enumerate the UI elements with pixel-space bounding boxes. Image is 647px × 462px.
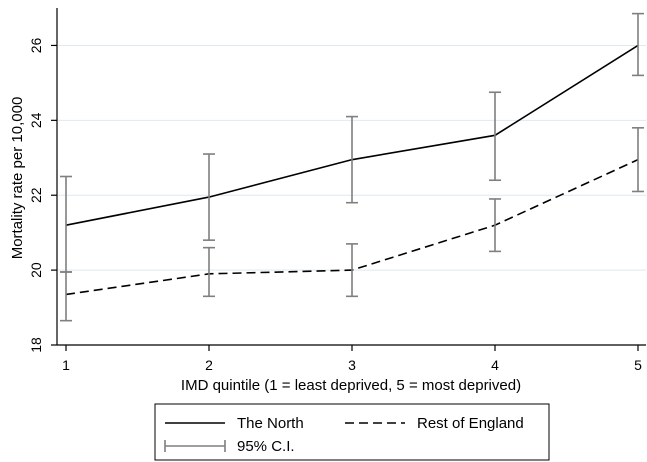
legend-box <box>155 404 549 460</box>
ci-bar-rest-of-england-5 <box>632 128 644 192</box>
legend-label-the-north: The North <box>237 415 304 432</box>
legend: The North Rest of England 95% C.I. <box>155 404 549 460</box>
x-tick-label-3: 3 <box>348 357 356 373</box>
y-tick-label-18: 18 <box>28 337 44 353</box>
ci-bar-the-north-2 <box>203 154 215 240</box>
ci-bar-rest-of-england-4 <box>489 199 501 251</box>
legend-label-rest-of-england: Rest of England <box>417 415 524 432</box>
y-tick-label-22: 22 <box>28 187 44 203</box>
y-tick-label-20: 20 <box>28 262 44 278</box>
x-tick-label-1: 1 <box>62 357 70 373</box>
x-tick-label-4: 4 <box>491 357 499 373</box>
x-tick-label-5: 5 <box>634 357 642 373</box>
ci-group <box>60 14 644 321</box>
x-tick-label-2: 2 <box>205 357 213 373</box>
y-tick-label-24: 24 <box>28 112 44 128</box>
y-ticks: 18 20 22 24 26 <box>28 37 57 352</box>
ci-bar-rest-of-england-2 <box>203 248 215 297</box>
y-tick-label-26: 26 <box>28 37 44 53</box>
x-axis-title: IMD quintile (1 = least deprived, 5 = mo… <box>181 377 521 394</box>
legend-label-ci: 95% C.I. <box>237 438 295 455</box>
ci-bar-the-north-5 <box>632 14 644 76</box>
ci-bar-rest-of-england-1 <box>60 272 72 321</box>
x-ticks: 1 2 3 4 5 <box>62 345 642 373</box>
y-axis-title: Mortality rate per 10,000 <box>9 97 26 260</box>
